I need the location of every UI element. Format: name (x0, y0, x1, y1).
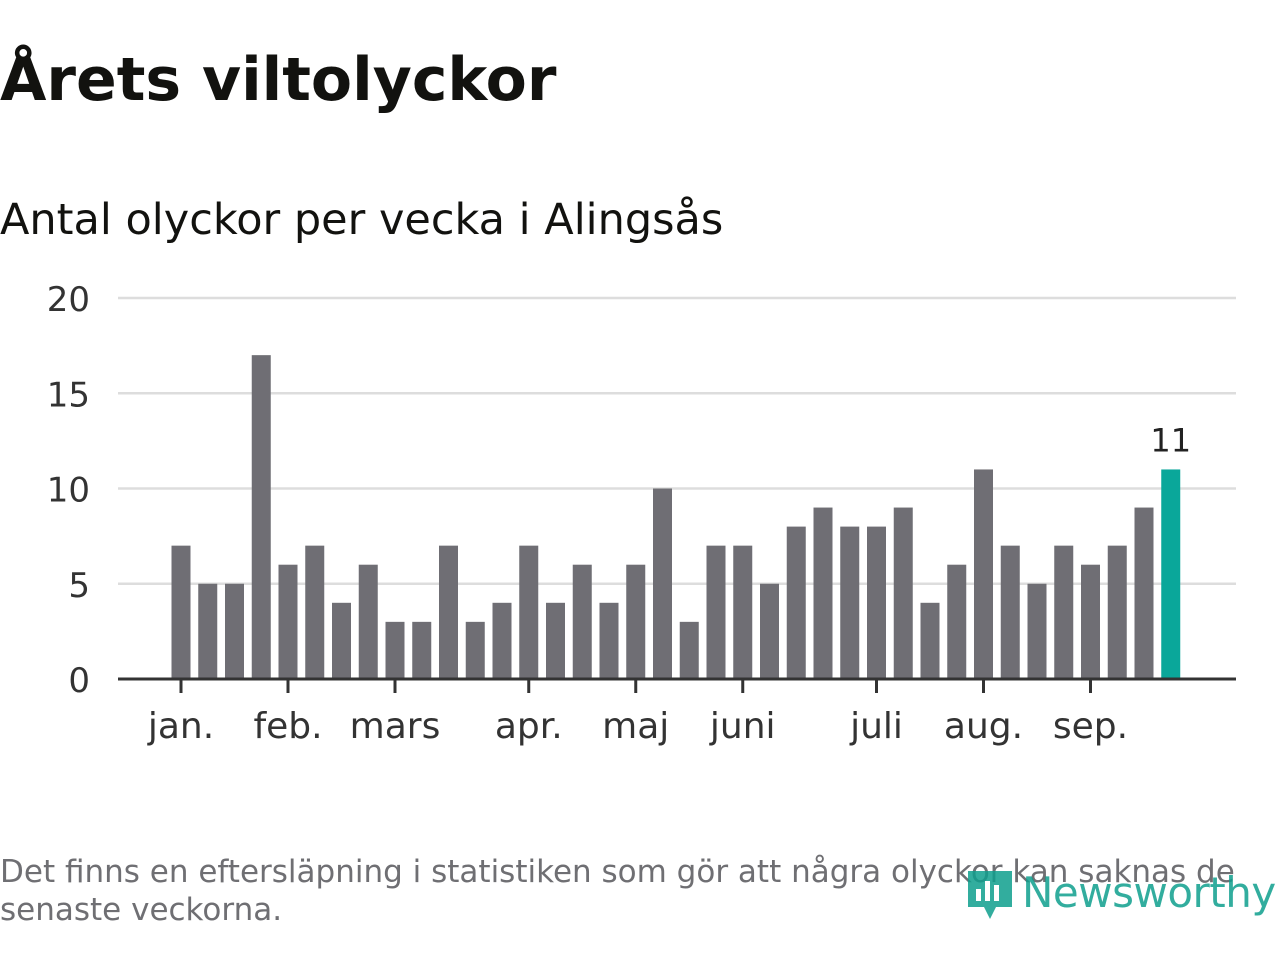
bar (1027, 583, 1047, 679)
bar (1134, 507, 1154, 679)
bar (1000, 545, 1020, 679)
bar (385, 621, 405, 679)
data-label: 11 (1150, 421, 1191, 459)
grid-lines (118, 296, 1236, 585)
bar (439, 545, 458, 679)
bar (813, 507, 833, 679)
x-tick-label: apr. (495, 706, 563, 747)
data-labels: 11 (1150, 421, 1191, 459)
y-tick-label: 15 (47, 375, 90, 415)
logo-text: Newsworthy (1022, 868, 1276, 917)
bar (679, 621, 699, 679)
bar (840, 526, 860, 679)
y-tick-label: 5 (68, 566, 90, 606)
bar (465, 621, 485, 679)
y-tick-label: 20 (47, 280, 90, 320)
bar (171, 545, 191, 679)
newsworthy-logo: Newsworthy (964, 858, 1276, 928)
bar (599, 602, 619, 679)
bar (1054, 545, 1074, 679)
bar (332, 602, 351, 679)
bar (1081, 564, 1100, 679)
chart-title: Årets viltolyckor (0, 45, 557, 115)
bar (733, 545, 753, 679)
bar (198, 583, 218, 679)
bar (653, 488, 672, 679)
bar (412, 621, 432, 679)
x-tick-label: juli (849, 706, 903, 747)
newsworthy-logo-icon (968, 871, 1012, 919)
bar (974, 469, 993, 679)
bar (920, 602, 940, 679)
bar (786, 526, 806, 679)
bar (546, 602, 565, 679)
bar (572, 564, 592, 679)
x-tick-label: aug. (944, 706, 1023, 747)
bar (1107, 545, 1127, 679)
x-tick-label: feb. (253, 706, 322, 747)
bar (947, 564, 967, 679)
x-tick-label: sep. (1053, 706, 1128, 747)
bar (251, 355, 271, 679)
y-axis-ticks: 0 5 10 15 20 (47, 280, 90, 701)
bar (760, 583, 779, 679)
x-axis: jan. feb. mars apr. maj juni juli aug. sep. (118, 677, 1236, 747)
bar (519, 545, 539, 679)
bar (492, 602, 512, 679)
y-tick-label: 10 (47, 471, 90, 511)
x-tick-label: mars (350, 706, 441, 747)
bar (893, 507, 913, 679)
bar (626, 564, 646, 679)
x-tick-label: jan. (147, 706, 214, 747)
bar (225, 583, 244, 679)
bar (305, 545, 325, 679)
y-tick-label: 0 (68, 661, 90, 701)
footnote: Det finns en eftersläpning i statistiken… (0, 854, 1235, 928)
bars (171, 355, 1181, 679)
bar (278, 564, 298, 679)
x-tick-label: maj (602, 706, 669, 747)
bar-highlight (1161, 469, 1181, 679)
bar (706, 545, 726, 679)
x-tick-label: juni (709, 706, 776, 747)
chart-subtitle: Antal olyckor per vecka i Alingsås (0, 195, 724, 245)
bar (358, 564, 378, 679)
bar (867, 526, 886, 679)
